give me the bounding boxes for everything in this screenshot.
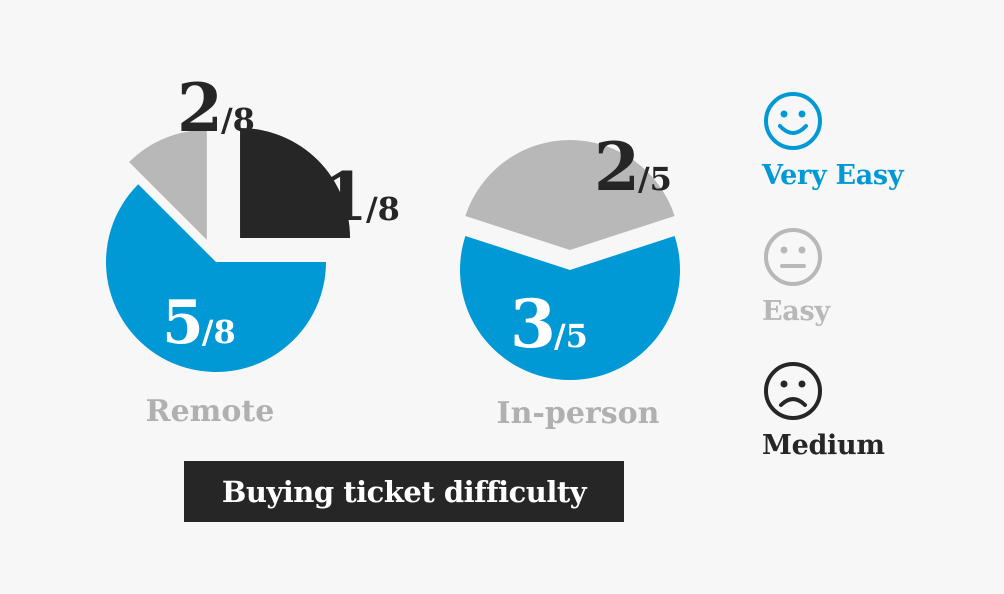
pie-slice-in-person-very-easy (460, 236, 680, 380)
pie-name-remote: Remote (146, 394, 275, 429)
slice-label-remote-medium: 2/8 (177, 69, 255, 147)
pie-slice-remote-very-easy (105, 184, 326, 372)
legend-item-very-easy: Very Easy (762, 90, 962, 191)
legend-label-very-easy: Very Easy (762, 160, 904, 191)
slice-label-in-person-very-easy: 3/5 (510, 285, 588, 363)
legend-label-medium: Medium (762, 430, 885, 461)
neutral-face-icon (764, 228, 822, 286)
chart-title: Buying ticket difficulty (184, 461, 624, 522)
slice-label-in-person-easy: 2/5 (594, 128, 672, 206)
slice-label-remote-easy: 1/8 (322, 158, 400, 236)
legend-label-easy: Easy (762, 296, 830, 327)
legend-item-easy: Easy (762, 226, 962, 327)
frowning-face-icon (764, 362, 822, 420)
pie-slice-remote-medium (240, 127, 351, 238)
legend-item-medium: Medium (762, 360, 962, 461)
pie-slice-in-person-easy (465, 140, 675, 250)
pie-slice-remote-easy (129, 129, 207, 240)
pie-name-in-person: In-person (497, 396, 660, 431)
smiley-face-icon (764, 92, 822, 150)
slice-label-remote-very-easy: 5/8 (162, 288, 236, 358)
